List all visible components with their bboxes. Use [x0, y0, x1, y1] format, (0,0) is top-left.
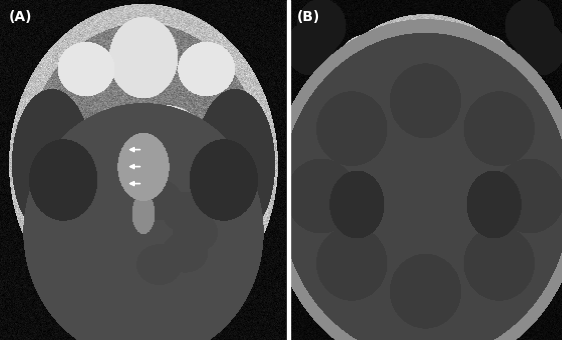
Text: (A): (A)	[8, 10, 32, 24]
Text: (B): (B)	[297, 10, 320, 24]
